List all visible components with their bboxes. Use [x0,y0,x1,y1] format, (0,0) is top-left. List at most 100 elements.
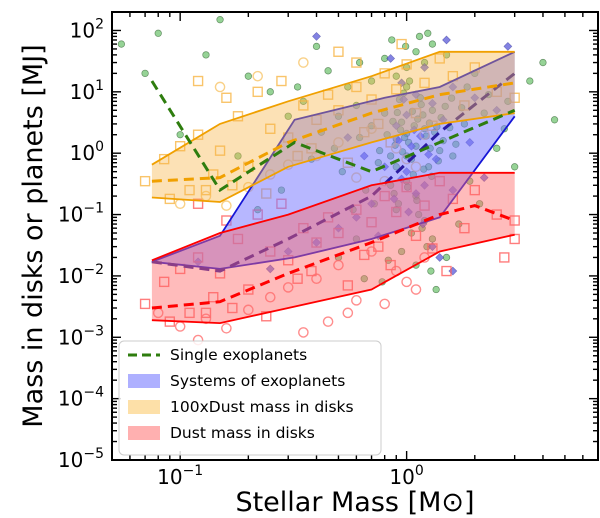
point-single-exoplanet [360,275,368,283]
point-disk-circle [366,246,377,257]
legend-label: Systems of exoplanets [170,372,345,390]
band-lower-edge [151,112,515,203]
point-disk-circle [351,295,362,306]
point-single-exoplanet [312,42,321,51]
x-axis-title: Stellar Mass [M⊙] [235,487,474,518]
point-disk-square [158,276,170,288]
point-single-exoplanet [415,32,424,41]
point-disk-circle [379,298,390,310]
point-disk-square [200,184,212,196]
point-disk-square [276,75,287,87]
y-axis-title: Mass in disks or planets [MJ] [18,44,49,427]
legend-box [118,340,382,456]
y-tick-label: 10−1 [58,201,104,227]
point-disk-circle [221,323,232,334]
y-tick-label: 101 [70,78,104,104]
band-upper-edge [151,50,515,166]
point-single-exoplanet [550,116,559,124]
point-disk-square [214,145,226,156]
point-disk-circle [221,200,232,211]
point-disk-square [396,38,407,50]
legend-swatch-patch [128,374,160,388]
band-dust-mass-in-disks [151,171,516,325]
legend-label: Single exoplanets [170,346,307,364]
band-lower-edge [151,233,515,325]
point-single-exoplanet [117,40,126,48]
point-disk-square [200,307,212,319]
plot-frame [111,11,599,461]
plot-area [117,16,559,346]
y-tick-label: 10−5 [58,446,104,472]
band-upper-edge [151,171,515,262]
point-single-exoplanet [141,69,149,78]
point-disk-square [265,123,276,134]
band-median-line [151,204,516,310]
point-single-exoplanet [405,77,414,85]
point-single-exoplanet [397,247,406,256]
point-single-exoplanet [176,131,184,139]
axis-ticks: 10−1 100 10−5 10−4 10−3 10−2 10−1 100 101 102 [58,11,599,489]
point-disk-square [306,265,317,277]
point-exoplanet-system [448,266,458,276]
y-tick-label: 10−4 [58,385,104,411]
point-disk-circle [298,57,309,68]
point-disk-circle [311,273,322,285]
point-disk-circle [252,70,264,82]
y-tick-label: 102 [70,16,104,42]
point-disk-square [509,233,520,245]
band-fill [151,172,515,324]
point-disk-square [333,46,344,57]
point-single-exoplanet [412,48,420,56]
point-disk-circle [174,198,186,210]
point-single-exoplanet [427,267,435,275]
legend-entry: Systems of exoplanets [128,372,345,390]
point-single-exoplanet [367,77,376,85]
legend-swatch-patch [128,400,160,414]
point-disk-circle [264,291,276,303]
point-single-exoplanet [511,163,519,171]
point-disk-circle [342,307,354,319]
point-exoplanet-system [479,173,489,183]
x-tick-label: 100 [389,463,423,489]
point-single-exoplanet [392,72,400,80]
point-disk-square [459,222,470,234]
point-single-exoplanet [424,29,432,37]
point-disk-square [434,53,445,64]
point-disk-circle [333,259,344,271]
point-single-exoplanet [402,83,411,91]
point-disk-circle [410,284,422,295]
y-tick-label: 10−3 [58,323,104,349]
point-disk-square [227,302,238,314]
point-disk-square [192,75,204,87]
point-disk-square [292,273,303,284]
band-upper-edge [151,50,516,263]
point-disk-square [261,311,272,322]
point-single-exoplanet [428,40,437,48]
point-disk-square [342,280,354,291]
point-single-exoplanet [526,77,534,85]
point-disk-circle [214,81,226,93]
band-100xdust-mass-in-disks [151,50,515,203]
point-single-exoplanet [432,285,440,294]
band-systems-of-exoplanets [151,50,516,273]
point-disk-circle [282,282,294,293]
legend-entry: Single exoplanets [128,346,307,364]
point-exoplanet-system [265,264,275,274]
band-lower-edge [151,115,516,270]
point-disk-square [499,252,510,263]
point-disk-square [184,307,195,319]
x-tick-label: 10−1 [157,463,203,489]
point-disk-square [139,298,151,310]
point-disk-square [192,198,204,209]
point-disk-square [373,241,384,252]
point-disk-square [174,141,186,152]
point-single-exoplanet [442,253,451,262]
legend-entry: Dust mass in disks [128,424,315,442]
point-disk-circle [298,327,309,338]
point-exoplanet-system [420,62,429,72]
point-single-exoplanet [293,83,302,91]
legend: Single exoplanets Systems of exoplanets 10… [118,340,382,456]
legend-swatch-patch [128,426,160,440]
point-disk-square [221,92,232,103]
